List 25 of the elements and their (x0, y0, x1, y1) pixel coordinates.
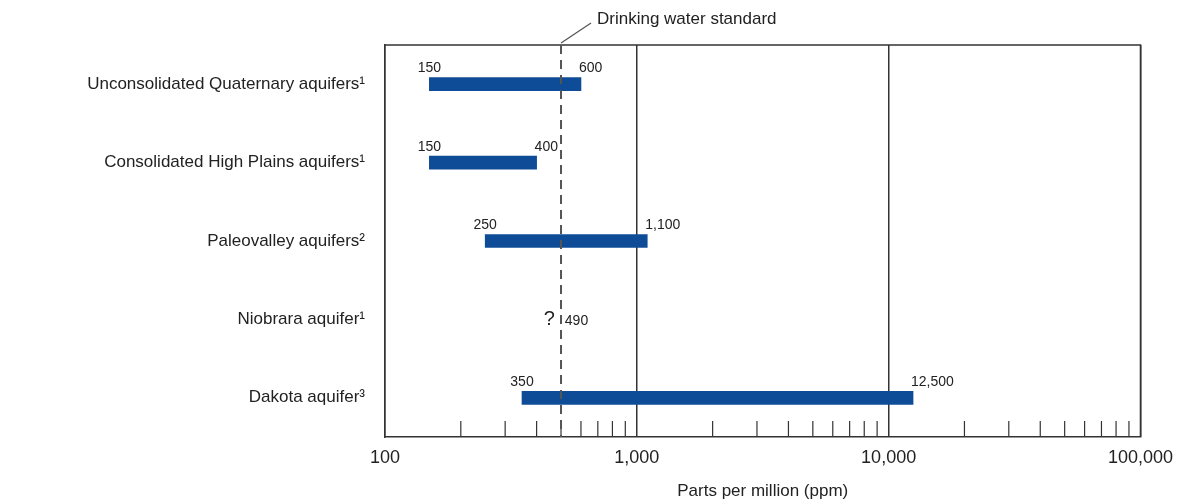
annotation: 150 (417, 137, 442, 154)
x-axis-title: Parts per million (ppm) (677, 481, 849, 501)
annotation: 490 (564, 312, 589, 329)
y-tick-label: Paleovalley aquifers² (207, 230, 366, 250)
y-tick-label: Niobrara aquifer¹ (237, 309, 366, 329)
annotation: 400 (534, 137, 559, 154)
annotation: ? (543, 307, 555, 330)
annotation: 350 (510, 372, 534, 389)
bar (484, 234, 648, 248)
x-tick-label: 1,000 (614, 446, 660, 467)
ref-line-label: Drinking water standard (597, 8, 777, 28)
y-tick-label: Unconsolidated Quaternary aquifers¹ (87, 73, 366, 93)
x-tick-label: 100,000 (1107, 446, 1174, 467)
annotation: 150 (417, 59, 442, 76)
annotation: 12,500 (911, 372, 955, 389)
annotation: 250 (473, 216, 498, 232)
bar (429, 155, 537, 170)
annotation: 600 (578, 59, 603, 76)
x-tick-label: 100 (369, 446, 401, 467)
annotation: 1,100 (645, 216, 681, 232)
y-tick-label: Consolidated High Plains aquifers¹ (104, 152, 366, 172)
x-tick-label: 10,000 (861, 446, 917, 467)
y-tick-label: Dakota aquifer³ (248, 387, 366, 407)
bar (429, 77, 582, 92)
bar (521, 390, 914, 405)
